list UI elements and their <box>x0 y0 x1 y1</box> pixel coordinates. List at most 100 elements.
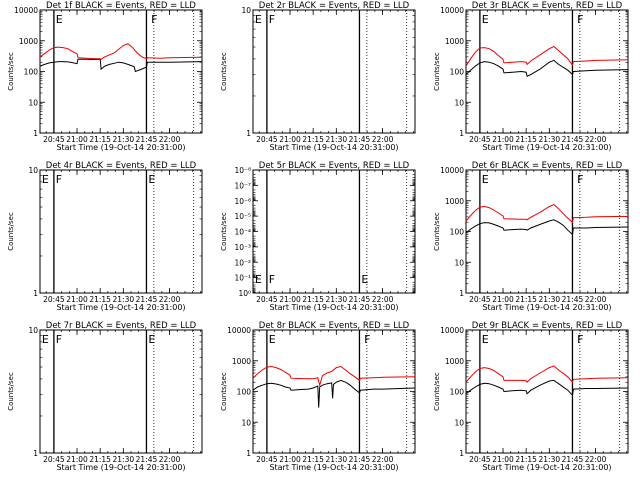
axes-frame <box>39 329 203 454</box>
x-tick-label: 20:45 <box>469 295 491 304</box>
x-tick-label: 22:00 <box>159 135 181 144</box>
flag-label: E <box>255 13 262 26</box>
x-tick-label: 21:30 <box>326 135 348 144</box>
y-tick-label: 1 <box>33 289 38 298</box>
x-tick-label: 21:00 <box>66 135 88 144</box>
x-tick-label: 21:45 <box>136 295 158 304</box>
y-axis-label: Counts/sec <box>433 372 441 411</box>
x-tick-label: 21:00 <box>279 135 301 144</box>
flag-label: E <box>42 333 49 346</box>
x-tick-label: 21:45 <box>349 295 371 304</box>
x-tick-label: 21:30 <box>539 455 561 464</box>
x-tick-label: 22:00 <box>585 455 607 464</box>
y-tick-label: 10 <box>454 98 464 107</box>
series-events <box>465 379 629 397</box>
x-axis-label: Start Time (19-Oct-14 20:31:00) <box>482 303 611 312</box>
flag-label: E <box>482 333 489 346</box>
y-tick-label: 10 <box>28 326 38 335</box>
y-tick-label: 1000 <box>19 37 38 46</box>
x-tick-label: 22:00 <box>159 455 181 464</box>
panel-title: Det 1f BLACK = Events, RED = LLD <box>46 1 196 11</box>
x-tick-label: 22:00 <box>159 295 181 304</box>
x-tick-label: 21:45 <box>349 135 371 144</box>
y-tick-label: 10000 <box>440 6 464 15</box>
y-tick-label: 100 <box>450 388 465 397</box>
x-tick-label: 21:30 <box>113 295 135 304</box>
y-axis-label: Counts/sec <box>7 52 15 91</box>
y-tick-label: 10 <box>28 166 38 175</box>
y-axis-label: Counts/sec <box>220 52 228 91</box>
x-tick-label: 21:15 <box>89 295 111 304</box>
y-tick-label: 1 <box>459 289 464 298</box>
x-tick-label: 20:45 <box>469 135 491 144</box>
y-tick-label: 10 <box>28 98 38 107</box>
x-axis-label: Start Time (19-Oct-14 20:31:00) <box>269 143 398 152</box>
axes-frame <box>465 9 629 134</box>
axes-frame <box>252 9 416 134</box>
x-tick-label: 20:45 <box>43 295 65 304</box>
x-tick-label: 21:15 <box>515 135 537 144</box>
x-tick-label: 21:45 <box>562 295 584 304</box>
x-tick-label: 21:15 <box>515 455 537 464</box>
flag-label: F <box>56 173 62 186</box>
panel-title: Det 7r BLACK = Events, RED = LLD <box>46 321 197 331</box>
y-tick-label: 1000 <box>445 37 464 46</box>
y-tick-label: 10 <box>454 258 464 267</box>
axes-frame <box>252 169 416 294</box>
x-tick-label: 20:45 <box>43 135 65 144</box>
y-tick-label: 1 <box>33 449 38 458</box>
x-tick-label: 21:00 <box>492 295 514 304</box>
flag-label: F <box>577 333 583 346</box>
y-tick-label: 10⁻¹ <box>234 274 251 283</box>
flag-label: E <box>482 13 489 26</box>
y-tick-label: 1 <box>33 129 38 138</box>
series-lld <box>465 365 629 384</box>
series-lld <box>465 45 629 67</box>
y-axis-label: Counts/sec <box>433 52 441 91</box>
x-tick-label: 21:15 <box>89 455 111 464</box>
flag-label: E <box>482 173 489 186</box>
flag-label: F <box>577 13 583 26</box>
x-tick-label: 20:45 <box>256 455 278 464</box>
y-tick-label: 1 <box>246 129 251 138</box>
x-axis-label: Start Time (19-Oct-14 20:31:00) <box>269 303 398 312</box>
x-tick-label: 21:00 <box>66 455 88 464</box>
x-axis-label: Start Time (19-Oct-14 20:31:00) <box>269 463 398 472</box>
y-tick-label: 1000 <box>445 357 464 366</box>
flag-label: E <box>148 173 155 186</box>
y-tick-label: 10⁻⁶ <box>234 197 251 206</box>
axes-frame <box>465 169 629 294</box>
series-events <box>252 379 416 408</box>
flag-label: F <box>151 13 157 26</box>
flag-label: F <box>56 333 62 346</box>
y-tick-label: 10 <box>241 6 251 15</box>
series-lld <box>465 204 629 224</box>
x-tick-label: 21:45 <box>136 135 158 144</box>
x-tick-label: 21:15 <box>302 455 324 464</box>
flag-label: E <box>255 273 262 286</box>
axes-frame <box>39 9 203 134</box>
series-events <box>39 58 203 73</box>
y-tick-label: 10000 <box>227 326 251 335</box>
x-tick-label: 21:00 <box>492 455 514 464</box>
axes-frame <box>465 329 629 454</box>
y-tick-label: 100 <box>450 68 465 77</box>
x-tick-label: 21:00 <box>492 135 514 144</box>
x-tick-label: 20:45 <box>469 455 491 464</box>
x-tick-label: 21:00 <box>66 295 88 304</box>
x-tick-label: 20:45 <box>43 455 65 464</box>
x-tick-label: 21:30 <box>326 455 348 464</box>
y-tick-label: 1 <box>459 449 464 458</box>
series-events <box>465 59 629 78</box>
y-tick-label: 10⁻⁵ <box>234 212 251 221</box>
x-tick-label: 21:15 <box>302 295 324 304</box>
x-tick-label: 21:00 <box>279 455 301 464</box>
panel-title: Det 8r BLACK = Events, RED = LLD <box>259 321 410 331</box>
x-tick-label: 21:15 <box>89 135 111 144</box>
y-tick-label: 10 <box>454 418 464 427</box>
flag-label: F <box>577 173 583 186</box>
y-axis-label: Counts/sec <box>433 212 441 251</box>
x-axis-label: Start Time (19-Oct-14 20:31:00) <box>56 143 185 152</box>
